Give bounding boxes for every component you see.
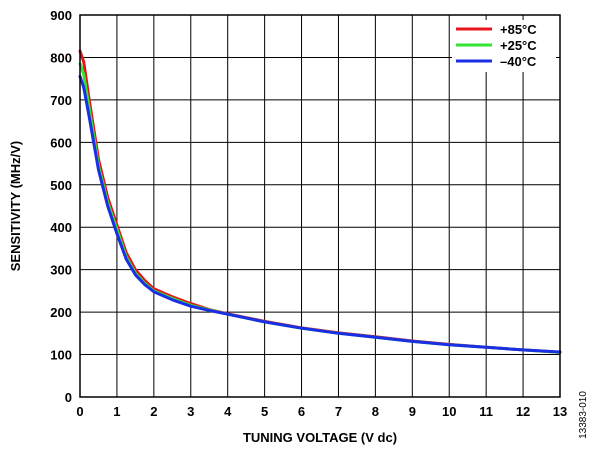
legend-label-1: +25°C — [500, 38, 537, 53]
series-line-2 — [78, 75, 562, 354]
x-axis-label: TUNING VOLTAGE (V dc) — [243, 430, 397, 445]
y-tick-label-5: 500 — [50, 178, 72, 193]
x-tick-label-2: 2 — [150, 404, 157, 419]
x-tick-label-8: 8 — [372, 404, 379, 419]
x-tick-label-10: 10 — [442, 404, 456, 419]
x-tick-label-11: 11 — [479, 404, 493, 419]
figure-id: 13383-010 — [578, 391, 589, 439]
x-tick-label-0: 0 — [76, 404, 83, 419]
x-tick-label-3: 3 — [187, 404, 194, 419]
grid-lines — [79, 14, 561, 398]
y-tick-label-9: 900 — [50, 8, 72, 23]
x-tick-label-13: 13 — [553, 404, 567, 419]
y-tick-label-6: 600 — [50, 135, 72, 150]
y-tick-label-1: 100 — [50, 348, 72, 363]
series-layer — [78, 49, 562, 354]
x-tick-label-1: 1 — [113, 404, 120, 419]
x-tick-label-6: 6 — [298, 404, 305, 419]
x-tick-label-5: 5 — [261, 404, 268, 419]
y-tick-label-4: 400 — [50, 220, 72, 235]
x-tick-label-7: 7 — [335, 404, 342, 419]
x-tick-label-4: 4 — [224, 404, 232, 419]
y-axis-ticks: 0 100 200 300 400 500 600 700 800 900 — [50, 8, 72, 405]
legend: +85°C+25°C–40°C — [452, 20, 556, 72]
y-tick-label-8: 800 — [50, 50, 72, 65]
y-tick-label-7: 700 — [50, 93, 72, 108]
x-tick-label-9: 9 — [409, 404, 416, 419]
legend-label-2: –40°C — [500, 54, 537, 69]
series-line-0 — [78, 49, 562, 354]
y-tick-label-0: 0 — [65, 390, 72, 405]
legend-label-0: +85°C — [500, 22, 537, 37]
series-line-1 — [78, 62, 562, 354]
plot-frame — [79, 14, 561, 398]
y-axis-label: SENSITIVITY (MHz/V) — [8, 141, 23, 272]
x-tick-label-12: 12 — [516, 404, 530, 419]
y-tick-label-3: 300 — [50, 263, 72, 278]
x-axis-ticks: 0 1 2 3 4 5 6 7 8 9 10 11 12 13 — [76, 404, 567, 419]
y-tick-label-2: 200 — [50, 305, 72, 320]
